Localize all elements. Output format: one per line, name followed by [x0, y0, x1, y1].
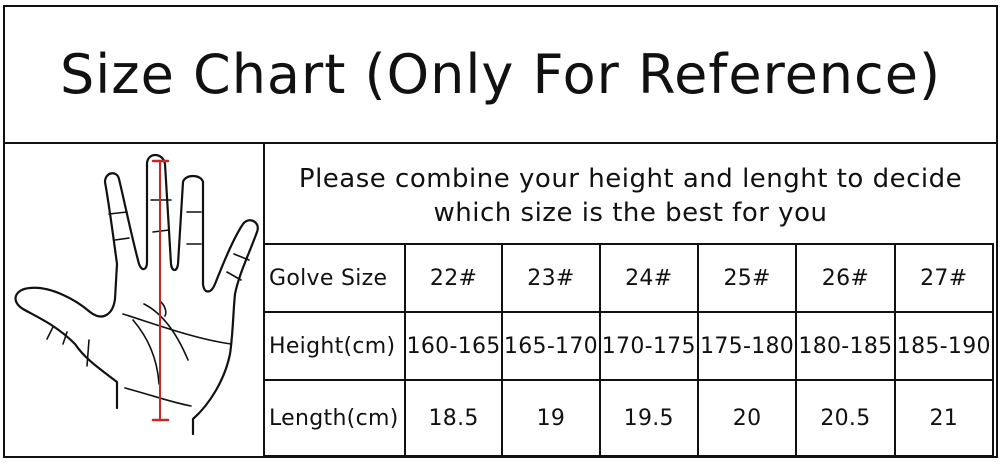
- table-row-height: Height(cm) 160-165 165-170 170-175 175-1…: [263, 311, 995, 381]
- table-cell: 20.5: [795, 379, 896, 457]
- table-cell: 185-190: [893, 311, 995, 381]
- table-cell: 20: [696, 379, 798, 457]
- table-cell: 19: [501, 379, 601, 457]
- instruction-note: Please combine your height and lenght to…: [265, 144, 996, 244]
- size-table: Golve Size 22# 23# 24# 25# 26# 27# Heigh…: [263, 243, 995, 457]
- row-header: Height(cm): [263, 311, 406, 381]
- palm-lines: [46, 301, 232, 407]
- table-cell: 21: [893, 379, 995, 457]
- page-title: Size Chart (Only For Reference): [59, 43, 942, 106]
- table-cell: 18.5: [403, 379, 504, 457]
- table-cell: 26#: [795, 243, 896, 313]
- instruction-line-1: Please combine your height and lenght to…: [298, 164, 963, 194]
- table-cell: 25#: [696, 243, 798, 313]
- table-cell: 23#: [501, 243, 601, 313]
- table-cell: 22#: [403, 243, 504, 313]
- table-cell: 170-175: [598, 311, 699, 381]
- table-cell: 175-180: [696, 311, 798, 381]
- hand-measure-illustration: [14, 153, 259, 436]
- table-cell: 160-165: [403, 311, 504, 381]
- size-info-panel: Please combine your height and lenght to…: [263, 142, 998, 458]
- table-row-length: Length(cm) 18.5 19 19.5 20 20.5 21: [263, 379, 995, 457]
- title-box: Size Chart (Only For Reference): [3, 5, 998, 144]
- row-header: Golve Size: [263, 243, 406, 313]
- table-cell: 27#: [893, 243, 995, 313]
- table-cell: 165-170: [501, 311, 601, 381]
- table-row-size: Golve Size 22# 23# 24# 25# 26# 27#: [263, 243, 995, 313]
- row-header: Length(cm): [263, 379, 406, 457]
- table-cell: 24#: [598, 243, 699, 313]
- table-cell: 19.5: [598, 379, 699, 457]
- hand-outline: [14, 153, 259, 436]
- table-cell: 180-185: [795, 311, 896, 381]
- instruction-line-2: which size is the best for you: [433, 198, 828, 228]
- hand-illustration-panel: [3, 142, 265, 458]
